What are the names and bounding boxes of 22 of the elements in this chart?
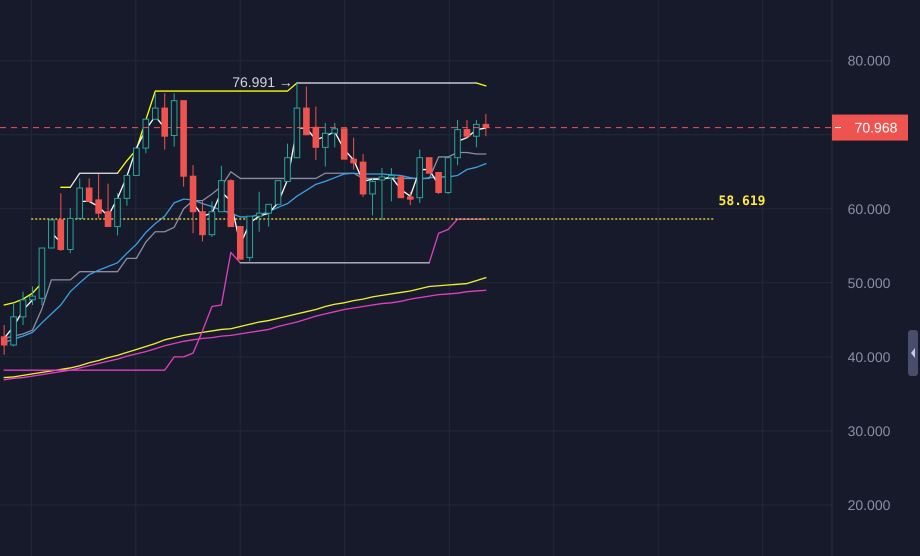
- y-tick-label: 40.000: [848, 348, 891, 365]
- candlestick: [416, 149, 424, 204]
- y-tick-label: 60.000: [848, 200, 891, 217]
- candlestick: [454, 119, 461, 166]
- candlestick: [190, 164, 196, 234]
- ref-line-label: 58.619: [718, 194, 766, 209]
- candlestick: [114, 192, 121, 236]
- candlestick: [406, 191, 414, 206]
- candlestick: [322, 122, 329, 168]
- y-tick-label: 30.000: [848, 422, 891, 439]
- y-tick-label: 50.000: [848, 274, 891, 291]
- y-tick-label: 20.000: [848, 496, 891, 513]
- y-tick-label: 80.000: [848, 52, 891, 69]
- candlestick: [388, 168, 395, 202]
- candlestick: [0, 324, 8, 356]
- annotation: 76.991 →: [232, 74, 293, 90]
- candlestick: [95, 173, 102, 219]
- candlestick: [199, 200, 206, 242]
- ref-line-label: 70.968: [854, 120, 898, 136]
- candlestick: [378, 168, 386, 220]
- candlestick: [256, 191, 262, 232]
- candlestick: [20, 291, 26, 326]
